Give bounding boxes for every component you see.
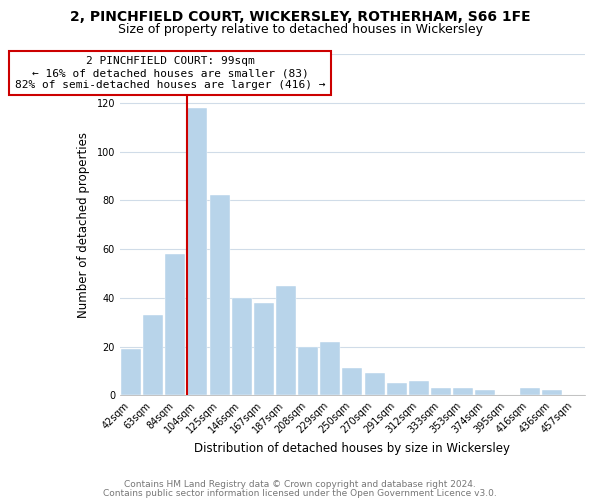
Bar: [343, 368, 362, 396]
Bar: [165, 254, 185, 396]
Bar: [320, 342, 340, 396]
Bar: [143, 315, 163, 396]
Bar: [187, 108, 208, 396]
Bar: [121, 349, 141, 396]
Bar: [254, 302, 274, 396]
Bar: [387, 383, 407, 396]
Bar: [520, 388, 539, 396]
Bar: [453, 388, 473, 396]
X-axis label: Distribution of detached houses by size in Wickersley: Distribution of detached houses by size …: [194, 442, 511, 455]
Text: Contains HM Land Registry data © Crown copyright and database right 2024.: Contains HM Land Registry data © Crown c…: [124, 480, 476, 489]
Bar: [232, 298, 251, 396]
Text: Size of property relative to detached houses in Wickersley: Size of property relative to detached ho…: [118, 22, 482, 36]
Bar: [431, 388, 451, 396]
Bar: [298, 346, 318, 396]
Text: Contains public sector information licensed under the Open Government Licence v3: Contains public sector information licen…: [103, 489, 497, 498]
Text: 2, PINCHFIELD COURT, WICKERSLEY, ROTHERHAM, S66 1FE: 2, PINCHFIELD COURT, WICKERSLEY, ROTHERH…: [70, 10, 530, 24]
Bar: [542, 390, 562, 396]
Text: 2 PINCHFIELD COURT: 99sqm
← 16% of detached houses are smaller (83)
82% of semi-: 2 PINCHFIELD COURT: 99sqm ← 16% of detac…: [15, 56, 326, 90]
Bar: [409, 380, 429, 396]
Bar: [209, 196, 230, 396]
Bar: [276, 286, 296, 396]
Bar: [475, 390, 495, 396]
Bar: [365, 374, 385, 396]
Y-axis label: Number of detached properties: Number of detached properties: [77, 132, 89, 318]
